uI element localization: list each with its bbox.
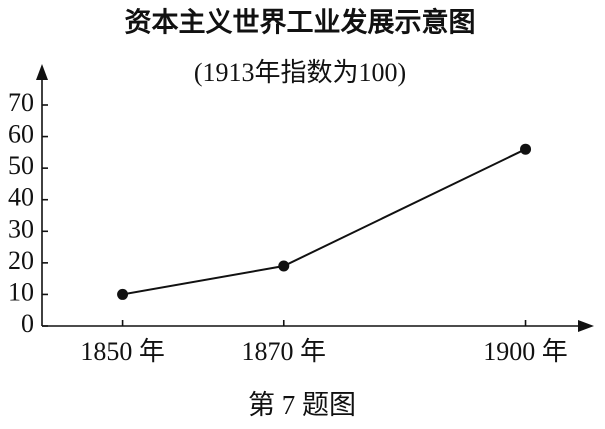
y-axis-arrow: [36, 64, 48, 80]
y-tick-label: 70: [8, 88, 34, 117]
x-tick-label: 1900 年: [483, 337, 568, 366]
y-tick-label: 10: [8, 277, 34, 306]
y-tick-label: 20: [8, 246, 34, 275]
point: [278, 260, 290, 272]
point: [117, 288, 129, 300]
line: [122, 148, 526, 296]
y-tick-label: 50: [8, 151, 34, 180]
x-tick-label: 1870 年: [242, 337, 327, 366]
chart-caption: 第 7 题图: [248, 390, 356, 420]
y-tick-label: 40: [8, 183, 34, 212]
y-tick-label: 30: [8, 214, 34, 243]
y-tick-label: 0: [21, 309, 34, 338]
point: [520, 143, 532, 155]
chart-subtitle: (1913年指数为100): [194, 58, 406, 87]
x-axis-arrow: [578, 320, 594, 332]
x-tick-label: 1850 年: [80, 337, 165, 366]
chart-title: 资本主义世界工业发展示意图: [125, 7, 476, 39]
y-tick-label: 60: [8, 120, 34, 149]
